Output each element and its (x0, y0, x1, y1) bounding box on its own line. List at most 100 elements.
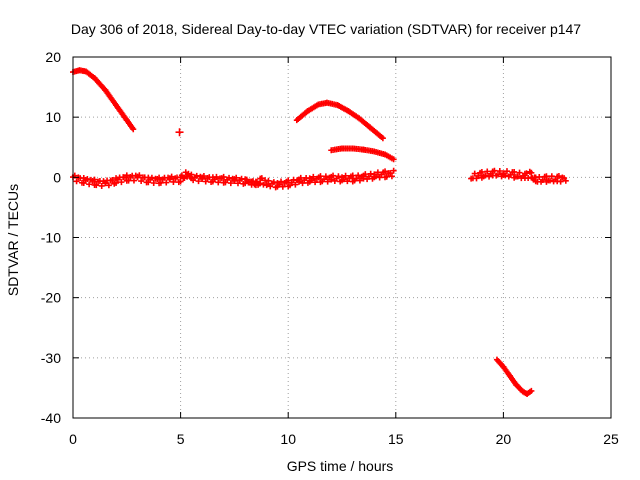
data-point (136, 172, 143, 179)
data-point (220, 173, 227, 180)
data-point (328, 176, 335, 183)
data-point (383, 173, 390, 180)
data-point (390, 167, 397, 174)
data-point (503, 168, 510, 175)
data-point (200, 173, 207, 180)
data-point (93, 182, 100, 189)
data-point (373, 173, 380, 180)
data-point (84, 175, 91, 182)
data-point (562, 177, 569, 184)
data-point (496, 167, 503, 174)
data-point (555, 173, 562, 180)
data-point (258, 175, 265, 182)
data-point (177, 178, 184, 185)
data-point (310, 173, 317, 180)
y-tick-label: -30 (41, 350, 61, 366)
data-point (362, 171, 369, 178)
data-point (226, 174, 233, 181)
data-point (557, 178, 564, 185)
x-tick-label: 25 (603, 431, 619, 447)
data-point (73, 178, 80, 185)
data-point (263, 181, 270, 188)
x-tick-label: 0 (69, 431, 77, 447)
data-point (543, 173, 550, 180)
data-point (308, 177, 315, 184)
data-point (157, 179, 164, 186)
data-point (388, 173, 395, 180)
data-point (91, 176, 98, 183)
data-point (349, 172, 356, 179)
data-point (376, 174, 383, 181)
data-point (188, 171, 195, 178)
data-point (257, 180, 264, 187)
data-point (475, 172, 482, 179)
x-tick-label: 10 (280, 431, 296, 447)
data-point (138, 178, 145, 185)
data-point (113, 179, 120, 186)
data-point (130, 126, 137, 133)
data-point (330, 172, 337, 179)
series-arc-5 (70, 167, 397, 191)
y-tick-label: -40 (41, 410, 61, 426)
data-point (516, 169, 523, 176)
series-arc-2 (175, 128, 184, 137)
data-point (148, 174, 155, 181)
data-point (379, 135, 386, 142)
data-point (234, 180, 241, 187)
data-point (175, 128, 184, 137)
data-point (356, 177, 363, 184)
x-axis-ticks: 0 5 10 15 20 25 (69, 57, 619, 447)
x-tick-label: 5 (177, 431, 185, 447)
data-point (482, 172, 489, 179)
data-point (86, 181, 93, 188)
data-point (105, 182, 112, 189)
data-point (353, 175, 360, 182)
data-point (156, 174, 163, 181)
data-point (292, 181, 299, 188)
data-point (324, 178, 331, 185)
data-point (279, 183, 286, 190)
data-markers (70, 67, 569, 397)
data-point (202, 178, 209, 185)
data-point (150, 180, 157, 186)
data-point (123, 172, 130, 179)
data-point (536, 173, 543, 180)
data-point (278, 178, 285, 185)
data-point (491, 167, 498, 174)
x-axis-label: GPS time / hours (287, 458, 394, 474)
y-axis-label: SDTVAR / TECUs (5, 184, 21, 296)
data-point (118, 179, 125, 186)
data-point (195, 178, 202, 185)
data-point (342, 172, 349, 179)
data-point (514, 173, 521, 180)
data-point (547, 177, 554, 184)
series-arc-6 (468, 167, 569, 185)
series-arc-3 (293, 99, 386, 142)
y-tick-label: 0 (53, 169, 61, 185)
data-point (231, 177, 238, 184)
data-point (390, 156, 397, 163)
chart-title: Day 306 of 2018, Sidereal Day-to-day VTE… (71, 21, 581, 37)
data-point (340, 176, 347, 183)
data-point (387, 170, 394, 177)
series-arc-4 (328, 145, 397, 163)
data-point (285, 177, 292, 184)
data-point (495, 171, 502, 178)
data-point (193, 172, 200, 179)
data-point (317, 173, 324, 180)
data-point (374, 169, 381, 176)
data-point (312, 179, 319, 186)
y-tick-label: -10 (41, 230, 61, 246)
data-point (539, 177, 546, 184)
data-point (548, 173, 555, 180)
data-point (511, 168, 518, 175)
data-point (233, 174, 240, 181)
y-tick-label: -20 (41, 290, 61, 306)
data-point (276, 181, 283, 188)
data-point (295, 178, 302, 185)
data-point (213, 173, 220, 180)
x-tick-label: 15 (388, 431, 404, 447)
data-point (109, 176, 116, 183)
data-point (98, 182, 105, 189)
